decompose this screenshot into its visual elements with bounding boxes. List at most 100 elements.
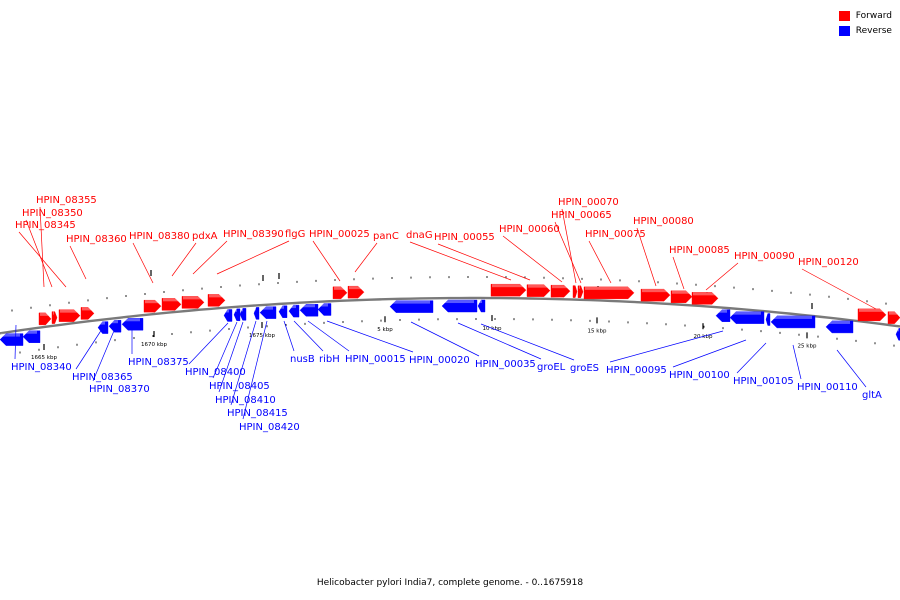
- forward-gene-arrow[interactable]: [887, 311, 900, 324]
- reverse-gene-label[interactable]: groEL: [537, 362, 566, 373]
- forward-gene-arrow[interactable]: [80, 307, 95, 320]
- reverse-gene-label[interactable]: HPIN_00015: [345, 354, 406, 365]
- reverse-gene-label[interactable]: HPIN_08420: [239, 422, 300, 433]
- forward-gene-label[interactable]: dnaG: [406, 230, 433, 241]
- reverse-gene-arrow[interactable]: [278, 305, 288, 318]
- reverse-gene-arrow[interactable]: [770, 315, 816, 329]
- reverse-gene-label[interactable]: ribH: [319, 354, 340, 365]
- forward-gene-label[interactable]: HPIN_08390: [223, 229, 284, 240]
- reverse-gene-label[interactable]: HPIN_00020: [409, 355, 470, 366]
- reverse-gene-arrow[interactable]: [223, 309, 233, 322]
- forward-gene-arrow[interactable]: [181, 296, 205, 309]
- forward-gene-label[interactable]: HPIN_00055: [434, 232, 495, 243]
- leader-line: [836, 349, 867, 388]
- forward-gene-arrow[interactable]: [670, 290, 693, 303]
- forward-gene-label[interactable]: HPIN_08355: [36, 195, 97, 206]
- forward-gene-arrow[interactable]: [347, 285, 365, 299]
- reverse-gene-arrow[interactable]: [288, 304, 300, 318]
- forward-gene-label[interactable]: HPIN_00025: [309, 229, 370, 240]
- leader-line: [554, 221, 582, 284]
- reverse-gene-arrow[interactable]: [729, 311, 765, 324]
- forward-gene-label[interactable]: HPIN_08360: [66, 234, 127, 245]
- reverse-gene-label[interactable]: HPIN_08415: [227, 408, 288, 419]
- reverse-gene-label[interactable]: gltA: [862, 390, 882, 401]
- forward-gene-arrow[interactable]: [332, 286, 348, 300]
- reverse-gene-label[interactable]: HPIN_00110: [797, 382, 858, 393]
- forward-gene-label[interactable]: HPIN_00090: [734, 251, 795, 262]
- leader-line: [588, 240, 612, 284]
- reverse-gene-arrow[interactable]: [253, 307, 260, 320]
- reverse-gene-label[interactable]: HPIN_08375: [128, 357, 189, 368]
- reverse-gene-label[interactable]: HPIN_08410: [215, 395, 276, 406]
- forward-gene-arrow[interactable]: [38, 312, 52, 326]
- leader-line: [561, 208, 577, 284]
- gene-highlight: [40, 312, 48, 316]
- forward-gene-label[interactable]: HPIN_08380: [129, 231, 190, 242]
- reverse-gene-arrow[interactable]: [299, 304, 319, 317]
- forward-gene-label[interactable]: HPIN_00080: [633, 216, 694, 227]
- gene-highlight: [889, 311, 897, 315]
- reverse-gene-label[interactable]: HPIN_08370: [89, 384, 150, 395]
- forward-gene-arrow[interactable]: [572, 285, 578, 298]
- leader-line: [636, 227, 657, 287]
- gene-highlight: [1, 333, 20, 337]
- reverse-gene-label[interactable]: HPIN_08365: [72, 372, 133, 383]
- reverse-gene-arrow[interactable]: [441, 299, 478, 313]
- forward-gene-arrow[interactable]: [583, 286, 635, 300]
- forward-gene-arrow[interactable]: [490, 283, 527, 297]
- forward-gene-label[interactable]: HPIN_00070: [558, 197, 619, 208]
- gene-highlight: [731, 311, 761, 315]
- forward-gene-label[interactable]: HPIN_00075: [585, 229, 646, 240]
- reverse-gene-arrow[interactable]: [0, 333, 24, 346]
- forward-gene-label[interactable]: HPIN_00085: [669, 245, 730, 256]
- forward-gene-label[interactable]: pdxA: [192, 231, 218, 242]
- reverse-gene-arrow[interactable]: [233, 308, 241, 321]
- forward-gene-arrow[interactable]: [691, 292, 719, 305]
- forward-gene-label[interactable]: HPIN_08350: [22, 208, 83, 219]
- forward-gene-arrow[interactable]: [857, 308, 887, 322]
- forward-gene-label[interactable]: HPIN_08345: [15, 220, 76, 231]
- reverse-gene-arrow[interactable]: [715, 309, 731, 322]
- leader-line: [705, 262, 739, 291]
- forward-gene-label[interactable]: flgG: [285, 229, 305, 240]
- reverse-gene-label[interactable]: HPIN_00035: [475, 359, 536, 370]
- leader-line: [218, 321, 244, 393]
- forward-gene-arrow[interactable]: [143, 299, 162, 313]
- reverse-gene-arrow[interactable]: [825, 320, 854, 334]
- reverse-gene-arrow[interactable]: [108, 319, 122, 333]
- forward-gene-label[interactable]: HPIN_00060: [499, 224, 560, 235]
- reverse-gene-arrow[interactable]: [22, 330, 41, 343]
- forward-gene-label[interactable]: panC: [373, 231, 399, 242]
- leader-line: [293, 320, 324, 352]
- reverse-gene-label[interactable]: HPIN_08340: [11, 362, 72, 373]
- reverse-gene-label[interactable]: HPIN_00105: [733, 376, 794, 387]
- forward-gene-arrow[interactable]: [51, 311, 58, 324]
- forward-gene-label[interactable]: HPIN_00065: [551, 210, 612, 221]
- reverse-gene-arrow[interactable]: [121, 318, 144, 331]
- leader-line: [801, 268, 877, 310]
- reverse-gene-label[interactable]: HPIN_00095: [606, 365, 667, 376]
- reverse-gene-arrow[interactable]: [239, 308, 247, 321]
- reverse-gene-arrow[interactable]: [895, 328, 900, 341]
- leader-line: [283, 320, 295, 352]
- reverse-gene-arrow[interactable]: [259, 306, 277, 319]
- reverse-gene-arrow[interactable]: [477, 299, 486, 313]
- reverse-gene-label[interactable]: nusB: [290, 354, 315, 365]
- forward-gene-label[interactable]: HPIN_00120: [798, 257, 859, 268]
- forward-gene-arrow[interactable]: [640, 288, 671, 302]
- tick-label: 20 kbp: [694, 334, 713, 340]
- leader-line: [312, 240, 341, 282]
- reverse-gene-label[interactable]: HPIN_08405: [209, 381, 270, 392]
- reverse-gene-arrow[interactable]: [765, 313, 771, 326]
- forward-gene-arrow[interactable]: [550, 284, 571, 298]
- forward-gene-arrow[interactable]: [577, 285, 584, 298]
- forward-gene-arrow[interactable]: [58, 309, 81, 322]
- reverse-gene-label[interactable]: groES: [570, 363, 599, 374]
- reverse-gene-arrow[interactable]: [317, 303, 332, 316]
- gene-highlight: [552, 285, 567, 289]
- forward-gene-arrow[interactable]: [526, 284, 551, 297]
- reverse-gene-label[interactable]: HPIN_00100: [669, 370, 730, 381]
- forward-gene-arrow[interactable]: [207, 294, 226, 307]
- reverse-gene-arrow[interactable]: [389, 300, 434, 313]
- forward-gene-arrow[interactable]: [161, 298, 182, 311]
